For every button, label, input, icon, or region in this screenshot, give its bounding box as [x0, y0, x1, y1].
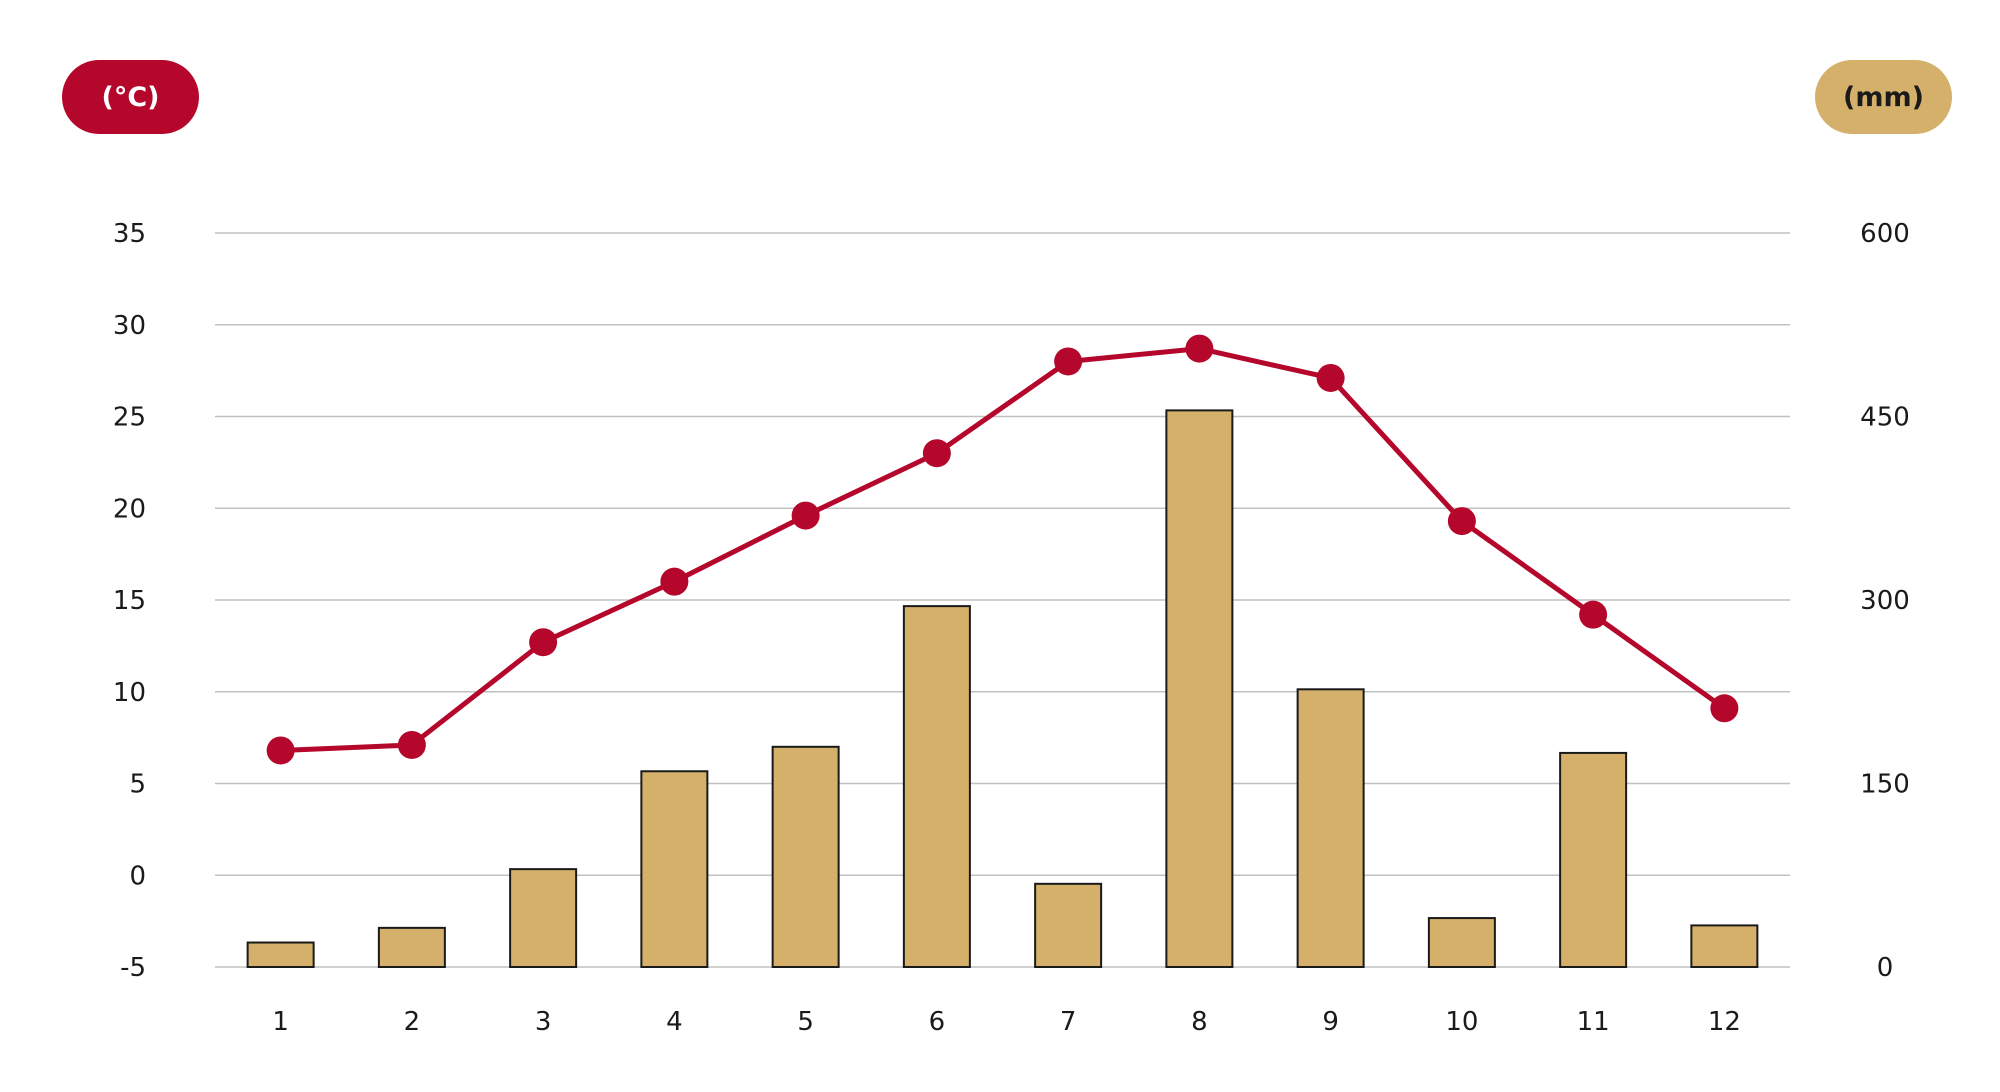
x-tick-label: 3 — [535, 1007, 552, 1037]
precipitation-bar — [1427, 917, 1496, 968]
x-tick-label: 6 — [929, 1007, 946, 1037]
left-tick-label: 35 — [113, 219, 146, 249]
temperature-point — [397, 730, 426, 759]
left-tick-label: 20 — [113, 494, 146, 524]
temperature-point — [1054, 347, 1083, 376]
precipitation-bars — [246, 409, 1759, 969]
temperature-point — [529, 628, 558, 657]
temperature-point — [1447, 507, 1476, 536]
temperature-point — [266, 736, 295, 765]
left-tick-label: 5 — [129, 770, 146, 800]
precipitation-bar — [1034, 882, 1103, 969]
x-tick-label: 1 — [272, 1007, 289, 1037]
temperature-point — [1185, 334, 1214, 363]
precipitation-bar — [246, 941, 315, 968]
left-tick-label: 30 — [113, 311, 146, 341]
temperature-point — [922, 439, 951, 468]
x-tick-label: 7 — [1060, 1007, 1077, 1037]
right-axis-ticks: 600 450 300 150 0 — [1860, 219, 1910, 983]
precipitation-bar — [377, 926, 446, 968]
right-tick-label: 600 — [1860, 219, 1910, 249]
precipitation-bar — [1559, 751, 1628, 969]
temperature-point — [791, 501, 820, 530]
right-tick-label: 150 — [1860, 770, 1910, 800]
precipitation-bar — [771, 745, 840, 968]
x-tick-label: 5 — [797, 1007, 814, 1037]
temperature-point — [1710, 694, 1739, 723]
temperature-unit-label: (°C) — [101, 81, 160, 113]
precipitation-bar — [1690, 924, 1759, 969]
temperature-line-path — [280, 346, 1726, 753]
x-tick-label: 11 — [1577, 1007, 1610, 1037]
right-tick-label: 300 — [1860, 586, 1910, 616]
precipitation-unit-badge: (mm) — [1815, 60, 1952, 134]
right-tick-label: 0 — [1877, 953, 1894, 983]
left-tick-label: 15 — [113, 586, 146, 616]
precipitation-bar — [1165, 409, 1234, 968]
precipitation-bar — [640, 770, 709, 968]
x-tick-label: 9 — [1322, 1007, 1339, 1037]
left-tick-label: 25 — [113, 403, 146, 433]
precipitation-bar — [1296, 688, 1365, 968]
x-tick-label: 12 — [1708, 1007, 1741, 1037]
precipitation-bar — [509, 868, 578, 969]
gridlines — [215, 232, 1790, 968]
temperature-line — [266, 334, 1739, 765]
left-axis-ticks: 35 30 25 20 15 10 5 0 -5 — [113, 219, 146, 983]
precipitation-bar — [902, 605, 971, 968]
left-tick-label: -5 — [120, 953, 146, 983]
x-tick-label: 4 — [666, 1007, 683, 1037]
left-tick-label: 0 — [129, 861, 146, 891]
temperature-point — [1316, 363, 1345, 392]
temperature-point — [660, 567, 689, 596]
x-tick-label: 10 — [1445, 1007, 1478, 1037]
temperature-point — [1579, 600, 1608, 629]
x-tick-label: 2 — [404, 1007, 421, 1037]
x-tick-label: 8 — [1191, 1007, 1208, 1037]
precipitation-unit-label: (mm) — [1843, 81, 1924, 113]
temperature-unit-badge: (°C) — [62, 60, 199, 134]
left-tick-label: 10 — [113, 678, 146, 708]
right-tick-label: 450 — [1860, 403, 1910, 433]
x-axis-ticks: 1 2 3 4 5 6 7 8 9 10 11 12 — [272, 1007, 1741, 1037]
